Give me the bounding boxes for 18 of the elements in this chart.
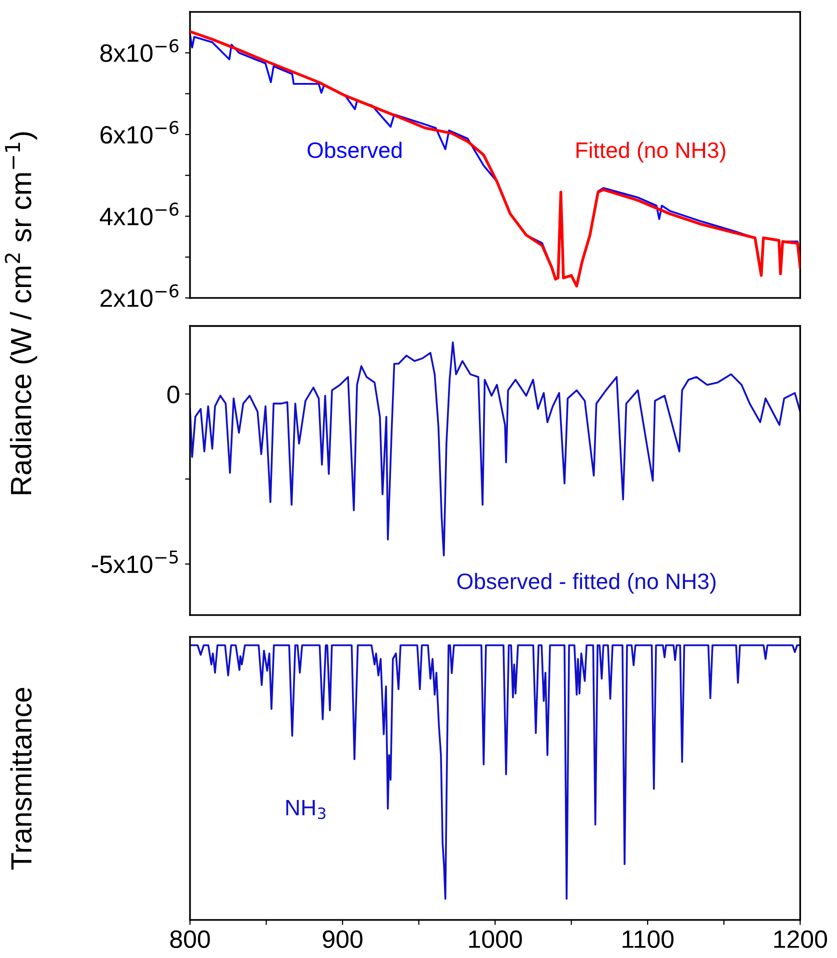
y-axis-title: Transmittance: [10, 688, 32, 870]
y-tick-label: -5x10$^{−5}$: [92, 550, 178, 574]
series-label: Observed: [308, 142, 402, 158]
text: NH$_{3}$: [286, 800, 326, 820]
x-tick-label: 800: [170, 930, 210, 948]
x-tick-label: 900: [322, 930, 362, 948]
y-axis-title: Radiance (W / cm$^{2}$ sr cm$^{−1}$): [4, 132, 38, 494]
y-tick-label: 6x10$^{−6}$: [100, 120, 178, 144]
x-tick-label: 1000: [469, 930, 522, 948]
line-series: [190, 341, 800, 556]
series-label: Observed - fitted (no NH3): [457, 572, 716, 594]
y-tick-label: 4x10$^{−6}$: [100, 202, 178, 226]
y-tick-label: 0: [167, 386, 180, 404]
y-tick-label: 8x10$^{−6}$: [100, 39, 178, 62]
series-label: Fitted (no NH3): [576, 142, 726, 162]
x-tick-label: 1200: [774, 930, 828, 948]
x-tick-label: 1100: [622, 930, 674, 948]
y-tick-label: 2x10$^{−6}$: [100, 284, 178, 308]
